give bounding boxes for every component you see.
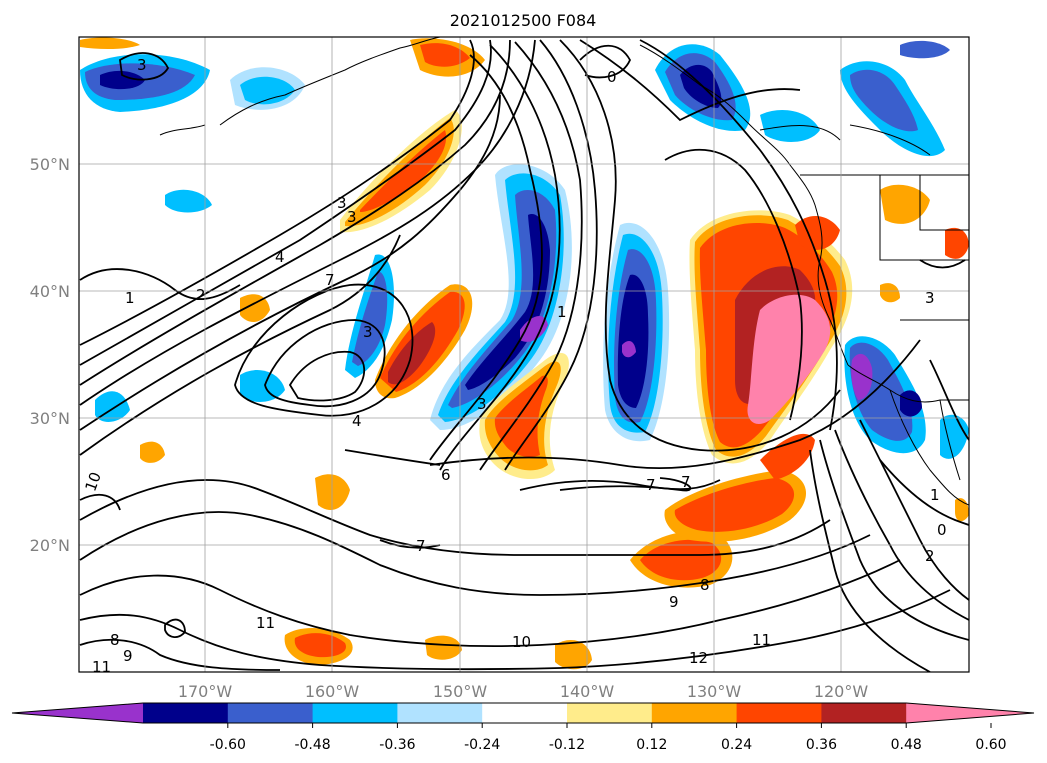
lon-label: 170°W (178, 682, 233, 701)
colorbar-segment (312, 703, 398, 723)
colorbar-tick-label: 0.36 (806, 737, 837, 753)
contour-label: 1 (930, 486, 940, 504)
contour-label: 1 (557, 303, 567, 321)
lat-label: 20°N (30, 536, 70, 555)
colorbar-tick-label: 0.24 (721, 737, 752, 753)
map-area: 3 0 3 3 4 2 1 7 3 1 3 3 4 6 7 7 10 7 9 8… (79, 37, 969, 676)
colorbar-segment (821, 703, 907, 723)
colorbar-tick-label: 0.12 (636, 737, 667, 753)
contour-label: 4 (352, 412, 362, 430)
contour-label: 9 (669, 593, 679, 611)
colorbar-segment (567, 703, 653, 723)
latitude-labels: 50°N 40°N 30°N 20°N (30, 155, 70, 555)
colorbar-extend-high (906, 703, 1034, 723)
lat-label: 30°N (30, 409, 70, 428)
colorbar-tick-label: -0.36 (379, 737, 415, 753)
lat-label: 50°N (30, 155, 70, 174)
contour-label: 11 (752, 631, 771, 649)
colorbar-tick-label: -0.12 (549, 737, 585, 753)
colorbar-outline (11, 702, 1035, 724)
colorbar-tick-label: 0.48 (891, 737, 922, 753)
contour-label: 7 (416, 537, 426, 555)
colorbar-extend-low (12, 703, 143, 723)
longitude-labels: 170°W 160°W 150°W 140°W 130°W 120°W (178, 682, 869, 701)
contour-label: 9 (123, 647, 133, 665)
lon-label: 160°W (305, 682, 360, 701)
map-frame (78, 36, 970, 673)
contour-label: 10 (81, 470, 104, 494)
contour-label: 8 (700, 576, 710, 594)
contour-label: 3 (337, 194, 347, 212)
lon-label: 120°W (814, 682, 869, 701)
contour-label: 0 (937, 521, 947, 539)
contour-label: 11 (92, 658, 111, 676)
colorbar-segment (736, 703, 822, 723)
contour-label: 3 (137, 56, 147, 74)
contour-label: 2 (925, 547, 935, 565)
contour-lines (79, 39, 969, 672)
contour-label: 4 (275, 248, 285, 266)
contour-label: 3 (347, 208, 357, 226)
figure-title: 2021012500 F084 (450, 11, 597, 30)
contour-labels: 3 0 3 3 4 2 1 7 3 1 3 3 4 6 7 7 10 7 9 8… (81, 56, 947, 676)
contour-label: 6 (441, 466, 451, 484)
contour-label: 7 (325, 271, 335, 289)
contour-label: 11 (256, 614, 275, 632)
colorbar-segment (143, 703, 229, 723)
contour-label: 3 (925, 289, 935, 307)
colorbar-tick-label: -0.48 (294, 737, 330, 753)
colorbar-segment (397, 703, 483, 723)
colorbar-segment (482, 703, 568, 723)
colorbar-tick-label: 0.60 (975, 737, 1006, 753)
contour-label: 2 (196, 286, 206, 304)
colorbar-tick-label: -0.60 (210, 737, 246, 753)
graticule (79, 37, 969, 672)
colorbar-tick-label: -0.24 (464, 737, 500, 753)
lon-label: 140°W (560, 682, 615, 701)
contour-label: 7 (681, 473, 691, 491)
contour-label: 10 (512, 633, 531, 651)
lon-label: 150°W (433, 682, 488, 701)
colorbar: -0.60 -0.48 -0.36 -0.24 -0.12 0.12 0.24 0.36 0.4… (11, 702, 1035, 753)
contour-label: 0 (607, 68, 617, 86)
lon-label: 130°W (687, 682, 742, 701)
contour-label: 7 (646, 476, 656, 494)
contour-label: 3 (363, 323, 373, 341)
contour-label: 12 (689, 649, 708, 667)
contour-label: 8 (110, 631, 120, 649)
colorbar-segment (651, 703, 738, 723)
lat-label: 40°N (30, 282, 70, 301)
colorbar-segment (227, 703, 314, 723)
contour-label: 3 (477, 395, 487, 413)
coastlines (159, 37, 969, 506)
contour-label: 1 (125, 289, 135, 307)
